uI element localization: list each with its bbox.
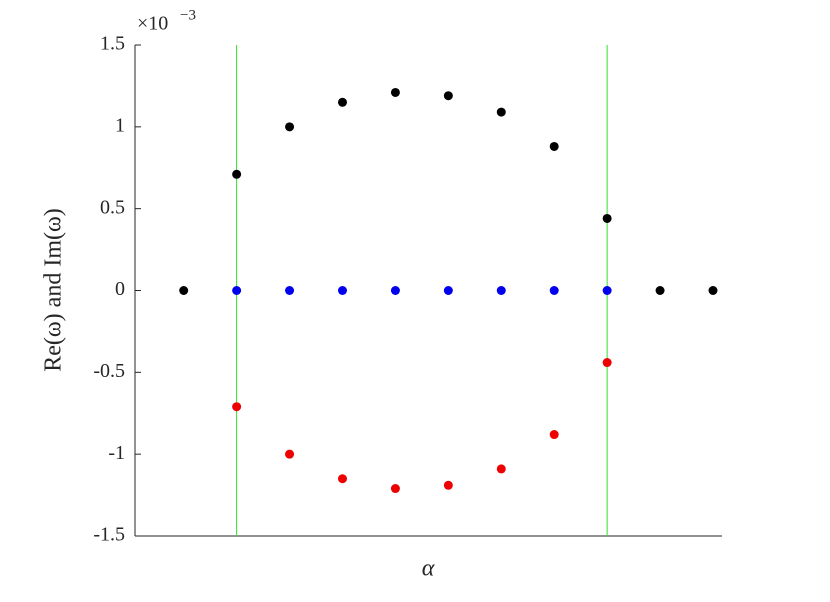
- point: [602, 286, 612, 295]
- point: [496, 107, 506, 117]
- point: [443, 480, 453, 490]
- y-tick-label: -0.5: [93, 360, 125, 382]
- y-tick-label: -1.5: [93, 524, 125, 546]
- point: [549, 286, 559, 295]
- y-scale-base: ×10: [137, 13, 168, 35]
- point: [549, 430, 559, 440]
- point: [285, 449, 295, 459]
- point: [337, 286, 347, 295]
- point: [179, 286, 189, 295]
- point: [496, 464, 506, 474]
- point: [390, 286, 400, 295]
- y-tick-label: 0: [115, 278, 125, 300]
- y-tick-label: -1: [108, 442, 125, 464]
- x-axis-label: α: [422, 556, 435, 582]
- point: [602, 358, 612, 368]
- point: [232, 169, 242, 179]
- point: [390, 87, 400, 97]
- point: [496, 286, 506, 295]
- y-tick-label: 0.5: [100, 196, 125, 218]
- y-tick-label: 1.5: [100, 33, 125, 55]
- point: [549, 141, 559, 151]
- point: [708, 286, 718, 295]
- point: [655, 286, 665, 295]
- point: [337, 97, 347, 107]
- point: [337, 474, 347, 484]
- point: [390, 484, 400, 494]
- point: [285, 122, 295, 132]
- y-scale-exponent: −3: [180, 7, 196, 23]
- point: [443, 91, 453, 101]
- y-tick-label: 1: [115, 114, 125, 136]
- point: [602, 213, 612, 223]
- point: [443, 286, 453, 295]
- point: [232, 402, 242, 412]
- point: [285, 286, 295, 295]
- point: [232, 286, 242, 295]
- y-axis-label: Re(ω) and Im(ω): [41, 208, 67, 372]
